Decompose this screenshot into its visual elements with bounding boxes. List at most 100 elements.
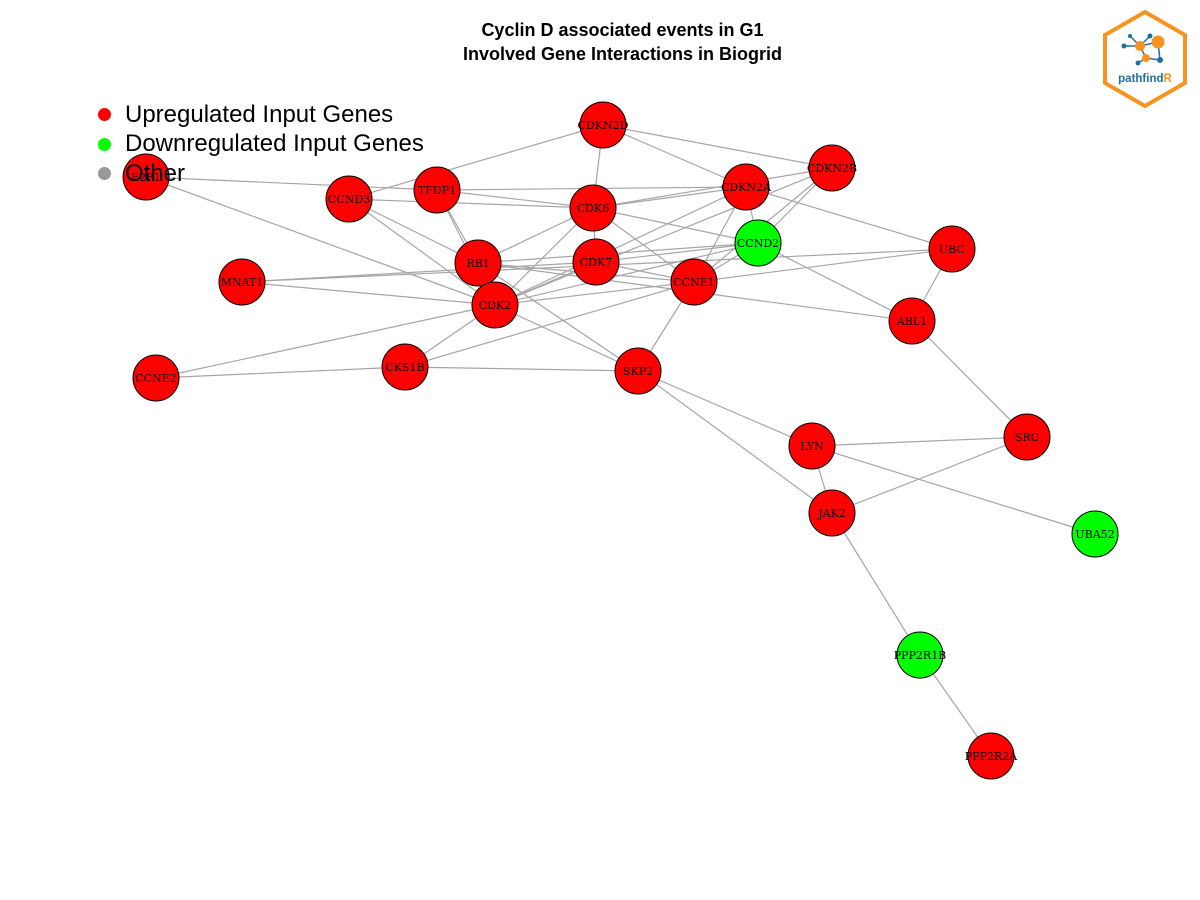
- edge-cdkn2a-cdk2: [494, 186, 747, 306]
- edge-skp2-lyn: [637, 370, 813, 447]
- edge-cdkn2d-cdkn2b: [602, 124, 833, 169]
- legend-swatch-other: [98, 167, 111, 181]
- node-circle: [122, 153, 170, 201]
- edge-cdk6-cdkn2b: [592, 167, 833, 209]
- edge-src-jak2: [831, 436, 1028, 514]
- node-cdk2: CDK2: [471, 281, 519, 329]
- node-label: CDKN2A: [721, 181, 772, 194]
- node-label: CCND2: [737, 237, 779, 250]
- legend-swatch-upregulated: [98, 108, 111, 122]
- logo-text-accent: R: [1164, 73, 1173, 85]
- node-label: RB1: [466, 257, 489, 270]
- node-label: LYN: [800, 440, 824, 453]
- node-ccnd3: CCND3: [325, 175, 373, 223]
- node-circle: [967, 732, 1015, 780]
- node-label: CCNE2: [135, 372, 177, 385]
- edge-lyn-uba52: [811, 445, 1096, 535]
- edge-ccnd3-rb1: [348, 198, 479, 264]
- node-cdkn2a: CDKN2A: [721, 163, 772, 211]
- node-circle: [808, 489, 856, 537]
- node-label: CDK6: [577, 202, 609, 215]
- node-ccne2: CCNE2: [132, 354, 180, 402]
- figure-title-line1: Cyclin D associated events in G1: [481, 20, 764, 40]
- node-cdkn2d: CDKN2D: [578, 101, 629, 149]
- node-cdk7: CDK7: [572, 238, 620, 286]
- node-circle: [325, 175, 373, 223]
- edge-mnat1-cdk7: [241, 261, 597, 283]
- edge-e2f1-cdk2: [145, 176, 496, 306]
- edge-e2f1-tfdp1: [145, 176, 438, 191]
- node-cks1b: CKS1B: [381, 343, 429, 391]
- node-label: CDK2: [479, 299, 511, 312]
- edge-lyn-src: [811, 436, 1028, 447]
- figure-title-line2: Involved Gene Interactions in Biogrid: [462, 44, 783, 64]
- node-label: UBA52: [1075, 528, 1114, 541]
- edge-ccnd3-cdk2: [348, 198, 496, 306]
- node-src: SRC: [1003, 413, 1051, 461]
- node-circle: [471, 281, 519, 329]
- edge-jak2-ppp2r1b: [831, 512, 921, 656]
- edge-cdk6-cdkn2a: [592, 186, 747, 209]
- node-label: CDKN2B: [807, 162, 857, 175]
- node-label: PPP2R1B: [894, 649, 947, 662]
- node-ccne1: CCNE1: [670, 258, 718, 306]
- node-label: JAK2: [817, 507, 846, 520]
- node-circle: [888, 297, 936, 345]
- node-ccnd2: CCND2: [734, 219, 782, 267]
- edge-ccnd2-cdk2: [494, 242, 759, 306]
- node-circle: [569, 184, 617, 232]
- legend-swatch-downregulated: [98, 137, 111, 151]
- node-label: CKS1B: [385, 361, 424, 374]
- node-circle: [788, 422, 836, 470]
- node-uba52: UBA52: [1071, 510, 1119, 558]
- legend-label-downregulated: Downregulated Input Genes: [125, 130, 424, 158]
- edge-ccne2-cks1b: [155, 366, 406, 379]
- legend-item-other: Other: [96, 159, 424, 189]
- svg-text:pathfindR: pathfindR: [1118, 73, 1172, 85]
- node-circle: [928, 225, 976, 273]
- node-circle: [808, 144, 856, 192]
- node-circle: [572, 238, 620, 286]
- edge-ubc-ccne1: [693, 248, 953, 283]
- node-ubc: UBC: [928, 225, 976, 273]
- node-label: MNAT1: [221, 276, 264, 289]
- node-mnat1: MNAT1: [218, 258, 266, 306]
- node-label: ABL1: [896, 315, 927, 328]
- edge-ccne1-cdk2: [494, 281, 695, 306]
- node-circle: [413, 166, 461, 214]
- node-ppp2r2a: PPP2R2A: [965, 732, 1018, 780]
- node-circle: [218, 258, 266, 306]
- node-circle: [1071, 510, 1119, 558]
- edge-ccnd2-abl1: [757, 242, 913, 322]
- node-label: UBC: [939, 243, 965, 256]
- legend: Upregulated Input Genes Downregulated In…: [96, 100, 424, 189]
- node-label: CCND3: [328, 193, 370, 206]
- legend-label-upregulated: Upregulated Input Genes: [125, 100, 394, 128]
- edge-mnat1-cdk2: [241, 281, 496, 306]
- node-circle: [579, 101, 627, 149]
- edge-ccne1-cks1b: [404, 281, 695, 368]
- pathfindr-logo: pathfindR: [1103, 9, 1187, 109]
- edge-tfdp1-cdk6: [436, 189, 594, 209]
- node-label: E2F1: [131, 171, 161, 184]
- node-circle: [381, 343, 429, 391]
- node-ppp2r1b: PPP2R1B: [894, 631, 947, 679]
- node-label: TFDP1: [418, 184, 456, 197]
- node-circle: [734, 219, 782, 267]
- edge-rb1-skp2: [477, 262, 639, 372]
- edge-cdkn2b-cdk2: [494, 167, 833, 306]
- node-abl1: ABL1: [888, 297, 936, 345]
- legend-item-upregulated: Upregulated Input Genes: [96, 100, 424, 130]
- node-e2f1: E2F1: [122, 153, 170, 201]
- node-tfdp1: TFDP1: [413, 166, 461, 214]
- edge-ccnd2-rb1: [477, 242, 759, 264]
- node-circle: [454, 239, 502, 287]
- node-skp2: SKP2: [614, 347, 662, 395]
- node-cdk6: CDK6: [569, 184, 617, 232]
- node-label: CDKN2D: [578, 119, 629, 132]
- edge-ccnd2-cdk7: [595, 242, 759, 263]
- edge-abl1-src: [911, 320, 1028, 438]
- node-label: CCNE1: [673, 276, 715, 289]
- node-jak2: JAK2: [808, 489, 856, 537]
